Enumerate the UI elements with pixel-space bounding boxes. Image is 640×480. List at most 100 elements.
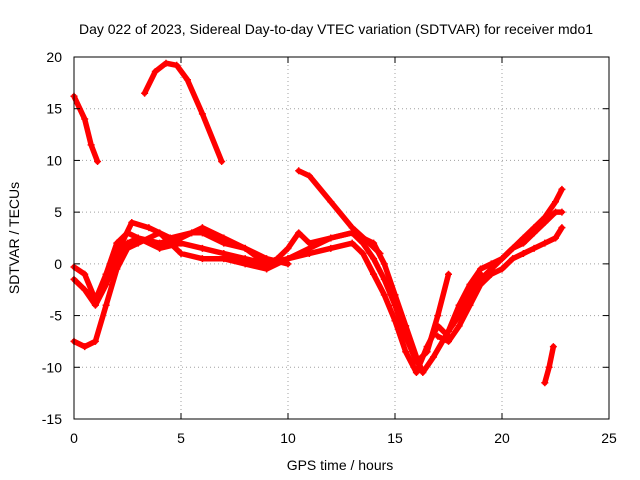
y-tick-label: -10 bbox=[42, 359, 62, 375]
data-point bbox=[466, 291, 474, 299]
data-point bbox=[166, 234, 174, 242]
series-track-k bbox=[541, 343, 557, 387]
data-point bbox=[145, 224, 153, 232]
data-point bbox=[487, 265, 495, 273]
data-point bbox=[151, 67, 159, 75]
data-point bbox=[128, 218, 136, 226]
data-point bbox=[198, 229, 206, 237]
data-point bbox=[102, 281, 110, 289]
series-track-h bbox=[434, 224, 566, 345]
data-point bbox=[466, 281, 474, 289]
data-point bbox=[552, 234, 559, 242]
data-point bbox=[423, 343, 431, 351]
y-tick-label: -5 bbox=[50, 308, 63, 324]
data-point bbox=[102, 301, 110, 309]
x-tick-label: 15 bbox=[387, 430, 403, 446]
data-point bbox=[162, 59, 170, 67]
data-point bbox=[380, 275, 388, 283]
data-point bbox=[370, 239, 378, 247]
series-track-a bbox=[70, 92, 102, 165]
data-point bbox=[402, 348, 410, 356]
data-point bbox=[391, 291, 399, 299]
data-point bbox=[327, 234, 335, 242]
data-point bbox=[241, 244, 249, 252]
data-point bbox=[91, 337, 99, 345]
data-point bbox=[359, 250, 367, 258]
data-point bbox=[402, 322, 410, 330]
data-point bbox=[284, 260, 292, 268]
data-point bbox=[530, 224, 538, 232]
data-point bbox=[445, 337, 452, 345]
data-point bbox=[545, 363, 553, 371]
data-point bbox=[380, 291, 388, 299]
data-point bbox=[295, 167, 303, 175]
data-point bbox=[558, 208, 566, 216]
series-line bbox=[71, 93, 101, 165]
data-point bbox=[218, 157, 226, 165]
data-point bbox=[156, 244, 164, 252]
data-point bbox=[305, 172, 313, 180]
data-point bbox=[412, 353, 420, 361]
x-tick-label: 10 bbox=[280, 430, 296, 446]
data-point bbox=[173, 61, 181, 69]
data-point bbox=[558, 224, 566, 232]
data-point bbox=[113, 250, 121, 258]
data-point bbox=[183, 76, 191, 84]
data-point bbox=[498, 265, 506, 273]
data-point bbox=[391, 317, 399, 325]
data-point bbox=[220, 239, 228, 247]
data-point bbox=[113, 265, 121, 273]
data-point bbox=[198, 110, 206, 118]
x-axis-label: GPS time / hours bbox=[287, 457, 394, 473]
x-tick-label: 20 bbox=[494, 430, 510, 446]
data-point bbox=[124, 244, 131, 252]
y-tick-label: 0 bbox=[54, 256, 62, 272]
data-point bbox=[434, 312, 442, 320]
y-tick-label: -15 bbox=[42, 411, 62, 427]
data-point bbox=[434, 322, 442, 330]
data-point bbox=[541, 239, 549, 247]
data-point bbox=[134, 239, 142, 247]
data-point bbox=[327, 244, 335, 252]
data-point bbox=[177, 250, 185, 258]
data-point bbox=[519, 234, 527, 242]
data-point bbox=[552, 208, 559, 216]
data-point bbox=[87, 141, 95, 149]
data-point bbox=[188, 229, 196, 237]
plot-frame bbox=[73, 56, 610, 420]
y-tick-label: 10 bbox=[46, 152, 62, 168]
y-tick-label: 15 bbox=[46, 101, 62, 117]
data-point bbox=[295, 229, 303, 237]
series-line bbox=[445, 186, 565, 334]
data-point bbox=[81, 270, 89, 278]
data-point bbox=[455, 312, 463, 320]
data-point bbox=[380, 260, 388, 268]
data-point bbox=[455, 322, 463, 330]
data-point bbox=[241, 260, 249, 268]
x-tick-label: 5 bbox=[177, 430, 185, 446]
data-point bbox=[198, 255, 206, 263]
y-axis-label: SDTVAR / TECUs bbox=[6, 182, 22, 294]
data-point bbox=[102, 270, 110, 278]
data-point bbox=[549, 343, 557, 351]
data-point bbox=[91, 301, 99, 309]
data-point bbox=[305, 244, 313, 252]
data-point bbox=[419, 368, 427, 376]
series-track-b bbox=[141, 59, 226, 165]
data-point bbox=[519, 250, 527, 258]
data-point bbox=[177, 239, 185, 247]
data-point bbox=[445, 327, 452, 335]
data-point bbox=[327, 198, 335, 206]
data-point bbox=[81, 286, 89, 294]
data-point bbox=[445, 270, 452, 278]
data-point bbox=[370, 270, 378, 278]
data-series bbox=[70, 59, 566, 387]
data-point bbox=[198, 244, 206, 252]
data-point bbox=[498, 255, 506, 263]
x-tick-label: 25 bbox=[601, 430, 617, 446]
y-tick-label: 5 bbox=[54, 204, 62, 220]
series-track-g bbox=[102, 218, 292, 278]
data-point bbox=[434, 332, 442, 340]
data-point bbox=[509, 255, 517, 263]
